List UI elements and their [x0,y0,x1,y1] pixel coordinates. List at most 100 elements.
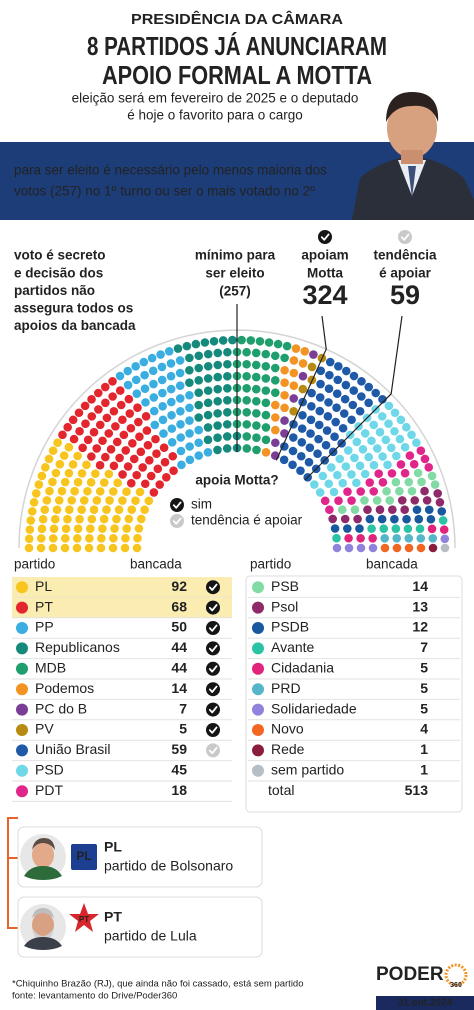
seat [60,543,70,553]
seat [200,338,210,347]
seat [427,524,437,534]
seat [185,403,194,413]
party-seats: 92 [171,578,187,594]
seat [416,534,426,543]
seat [91,469,100,478]
seat [412,438,421,447]
seat [137,514,146,524]
party-swatch [252,744,264,757]
seat [298,410,307,420]
seat [157,375,167,385]
seat [313,449,322,459]
seat [391,524,401,534]
date-box [376,996,474,1010]
seat [87,395,96,404]
seat [378,452,387,461]
seat [314,420,324,430]
seat [83,435,93,445]
check-mark [208,624,218,632]
seat [355,524,364,533]
subtitle: é hoje o favorito para o cargo [127,108,303,123]
seat [360,469,370,479]
seat [297,437,307,447]
seat [353,514,362,524]
seat [297,424,307,433]
party-desc: partido de Lula [104,928,197,944]
seat [356,543,366,553]
seat [400,442,410,452]
seat [422,496,432,505]
seat [261,435,271,445]
check-mark [400,233,410,241]
seat [325,505,334,515]
seat [65,505,74,515]
seat [116,400,126,410]
seat [270,376,280,385]
seat [36,543,46,553]
party-seats: 14 [171,680,187,696]
seat [218,336,228,345]
seat [80,401,90,411]
party-name: Republicanos [35,639,120,655]
seat [310,480,319,489]
seat [237,335,246,345]
status-icon [398,230,412,244]
seat [109,406,119,416]
seat [289,394,299,403]
threshold-value: 59 [390,280,420,310]
seat [108,377,117,386]
seat [176,446,186,456]
check-mark [208,665,218,673]
seat [158,415,168,425]
seat [95,487,105,496]
seat [55,459,65,469]
seat [261,386,271,395]
seat [380,534,389,543]
seat [115,386,125,395]
seat [175,394,185,403]
seat [203,435,213,445]
seat [375,427,385,437]
bracket [7,817,18,929]
seat [148,366,158,376]
pt-logo [69,903,99,932]
seat [101,398,110,408]
seat [60,477,70,487]
seat [125,409,135,418]
seat [134,524,144,533]
seat [314,434,323,444]
party-seats: 45 [171,762,187,778]
party-swatch [16,785,28,798]
seat [27,507,37,516]
seat [222,420,232,429]
seat [307,388,316,398]
seat [123,462,133,471]
party-abbr: PT [104,909,122,925]
seat [404,543,414,553]
seat [390,408,400,418]
seat [427,471,437,481]
seat [368,533,377,543]
seat [167,410,176,420]
seat [316,379,325,389]
seat [242,432,252,441]
seat [135,432,144,442]
seat [291,344,301,353]
seat [246,336,256,345]
seat [145,456,154,465]
portrait-lula [20,904,66,950]
party-seats: 50 [171,619,187,635]
threshold-label: mínimo para [195,248,276,263]
seat [175,381,185,390]
party-name: Podemos [35,680,94,696]
seat [387,443,396,453]
seat [242,420,252,429]
status-icon [206,641,220,656]
seat [367,436,376,446]
note-text: e decisão dos [14,266,103,281]
seat [364,382,374,392]
seat [318,471,328,481]
seat [166,371,176,381]
seat [407,430,416,440]
